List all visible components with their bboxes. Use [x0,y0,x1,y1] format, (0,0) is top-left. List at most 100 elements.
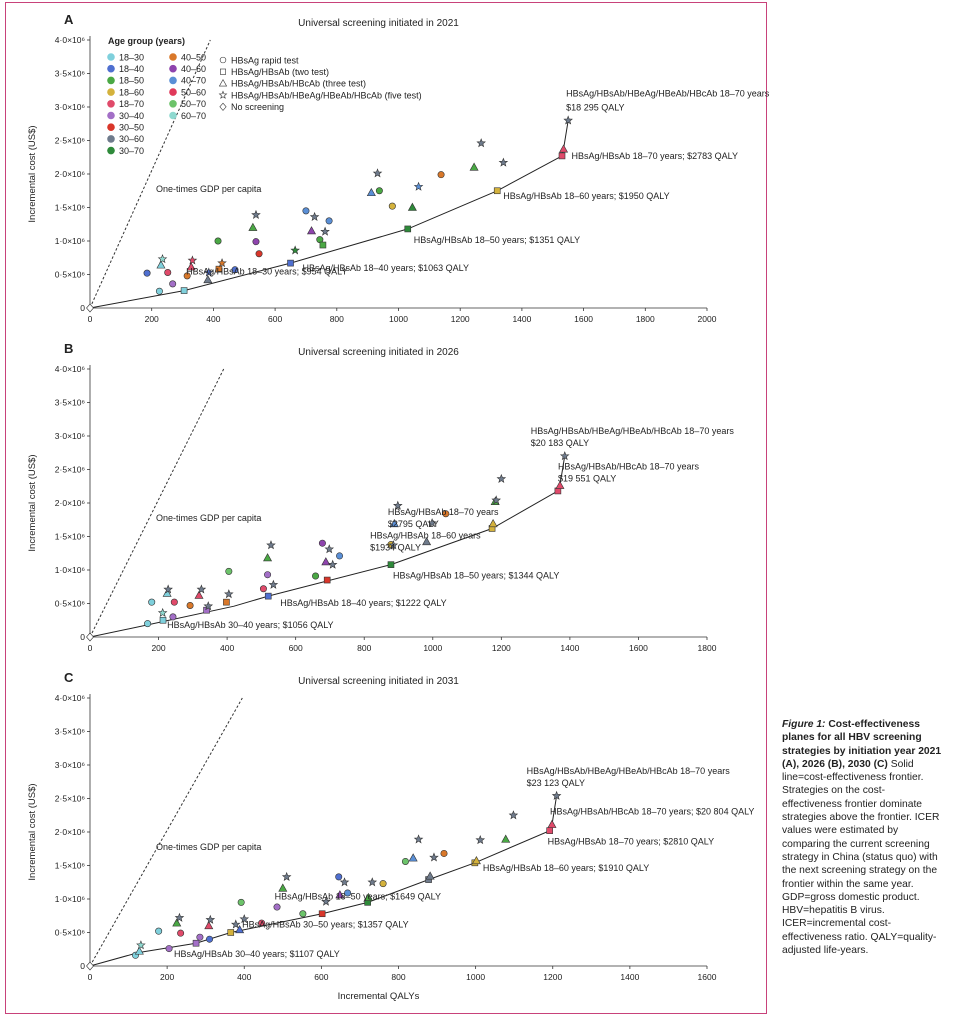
data-point-star [413,181,424,191]
data-point-star [157,254,168,264]
data-point-triangle [366,187,376,197]
legend-swatch-30-70 [107,146,115,155]
legend-age-label: 30–40 [119,111,144,121]
data-point-star [388,540,399,550]
frontier-annotation: HBsAg/HBsAb 18–50 years; $1649 QALY [275,892,441,902]
data-point-triangle [488,518,498,528]
legend-swatch-50-60 [169,88,177,96]
legend-swatch-40-60 [169,64,177,73]
frontier-annotation: HBsAg/HBsAb 18–70 years [388,507,499,517]
figure-frame [5,2,767,1014]
x-tick-label: 1400 [620,972,639,982]
data-point-star [327,559,338,569]
data-point-triangle [194,590,204,599]
x-tick-label: 400 [206,314,220,324]
data-point-star [251,209,261,219]
data-point-circle [388,202,396,210]
frontier-annotation: HBsAg/HBsAb 18–60 years; $1950 QALY [503,191,669,201]
data-point-square [318,910,326,918]
data-point-square [546,827,553,834]
data-point-square [159,616,167,624]
data-point-circle [214,237,222,245]
legend-swatch-40-70 [169,76,177,85]
legend-age-label: 18–50 [119,76,144,86]
frontier-annotation: HBsAg/HBsAb 18–70 years; $2783 QALY [572,151,738,161]
legend-swatch-18-50 [107,76,115,85]
y-tick-label: 0·5×10⁶ [55,599,85,609]
legend-strategy-label: HBsAg/HBsAb/HBcAb (three test) [231,79,366,89]
star-icon [218,90,228,99]
frontier-annotation: HBsAg/HBsAb/HBeAg/HBeAb/HBcAb 18–70 year… [566,88,770,98]
x-tick-label: 1200 [492,643,511,653]
x-tick-label: 800 [391,972,405,982]
x-tick-label: 600 [289,643,303,653]
legend-strategy-label: HBsAg rapid test [231,55,299,65]
data-point-square [319,241,327,249]
frontier-annotation: HBsAg/HBsAb/HBcAb 18–70 years; $20 804 Q… [550,807,754,817]
panel-title: Universal screening initiated in 2031 [298,676,459,687]
data-point-star [476,138,486,148]
data-point-triangle [172,918,182,927]
data-point-circle [312,572,320,580]
frontier-annotation: HBsAg/HBsAb/HBeAg/HBeAb/HBcAb 18–70 year… [531,426,735,436]
data-point-triangle [235,925,245,934]
data-point-circle [237,898,245,906]
data-point-triangle [204,920,214,930]
y-tick-label: 1·5×10⁶ [55,532,85,542]
data-point-square [264,592,272,600]
triangle-icon [218,79,228,87]
caption-body: Solid line=cost-effectiveness frontier. … [782,758,940,957]
data-point-circle [299,910,307,918]
frontier-annotation: HBsAg/HBsAb 18–70 years; $2810 QALY [548,837,714,847]
data-point-star [339,877,350,887]
legend-age-label: 18–70 [119,99,144,109]
caption-label: Figure 1: [782,719,826,730]
y-tick-label: 4·0×10⁶ [55,693,85,703]
y-tick-label: 1·5×10⁶ [55,203,85,213]
x-tick-label: 200 [151,643,165,653]
data-point-star [393,500,403,510]
gdp-threshold-label: One-times GDP per capita [156,842,261,852]
x-tick-label: 1000 [466,972,485,982]
data-point-star [224,589,234,599]
data-point-circle [143,269,151,277]
x-tick-label: 800 [330,314,344,324]
legend-swatch-18-30 [107,53,115,61]
data-point-star [230,919,241,929]
data-point-triangle [555,480,565,489]
x-tick-label: 1800 [636,314,655,324]
data-point-star [290,245,300,255]
frontier-annotation: $23 123 QALY [527,778,585,788]
data-point-circle [155,927,163,935]
data-point-circle [225,567,233,575]
frontier-annotation: $1934 QALY [370,542,421,552]
data-point-circle [325,217,333,225]
data-point-circle [169,280,177,288]
circle-icon [219,56,227,64]
x-tick-label: 400 [237,972,251,982]
data-point-circle [344,889,352,897]
y-tick-label: 0 [80,961,85,971]
data-point-square [215,265,223,273]
y-tick-label: 4·0×10⁶ [55,364,85,374]
data-point-triangle [186,262,196,271]
data-point-triangle [363,892,373,901]
x-tick-label: 1400 [512,314,531,324]
data-point-circle [264,571,272,579]
data-point-circle [379,880,387,888]
legend-swatch-30-60 [107,135,115,143]
frontier-annotation: HBsAg/HBsAb 18–40 years; $1063 QALY [303,263,469,273]
frontier-annotation: $2795 QALY [388,519,439,529]
frontier-annotation: HBsAg/HBsAb/HBeAg/HBeAb/HBcAb 18–70 year… [527,766,731,776]
y-tick-label: 0 [80,632,85,642]
gdp-threshold-line [89,39,211,309]
y-tick-label: 1·0×10⁶ [55,565,85,575]
frontier-annotation: HBsAg/HBsAb 18–30 years; $954 QALY [186,267,347,277]
data-point-triangle [422,537,432,546]
data-point-circle [259,585,267,593]
data-point-square [227,929,235,936]
legend-swatch-18-60 [107,88,115,96]
data-point-star [187,255,198,265]
data-point-triangle [263,553,273,562]
data-point-star [413,834,424,844]
